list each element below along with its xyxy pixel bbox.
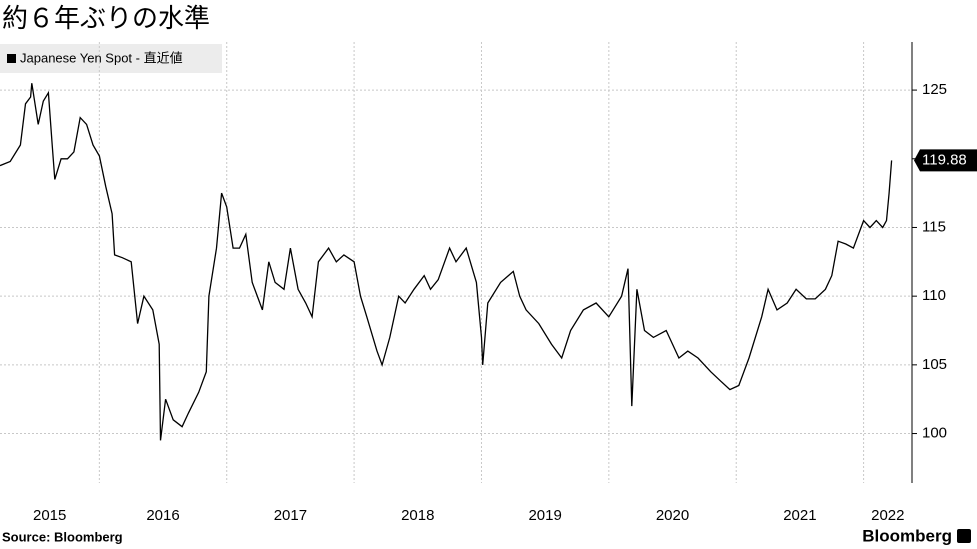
- x-tick-label: 2017: [274, 507, 307, 524]
- last-value-box: [914, 149, 977, 172]
- y-tick-label: 110: [922, 287, 946, 304]
- x-tick-label: 2016: [146, 507, 179, 524]
- last-value-label: 119.88: [922, 151, 967, 168]
- x-tick-label: 2021: [783, 507, 816, 524]
- logo-icon: [957, 529, 971, 543]
- last-value: 119.88: [914, 149, 977, 172]
- y-tick-label: 125: [922, 81, 947, 98]
- legend-label: Japanese Yen Spot - 直近値: [20, 50, 183, 65]
- y-tick-label: 100: [922, 425, 947, 442]
- y-tick-label: 115: [922, 218, 946, 235]
- x-tick-label: 2020: [656, 507, 689, 524]
- legend-swatch: [7, 54, 16, 63]
- x-tick-label: 2019: [528, 507, 561, 524]
- x-tick-label: 2022: [871, 507, 904, 524]
- source: Source: Bloomberg: [2, 529, 123, 544]
- x-tick-label: 2015: [33, 507, 66, 524]
- x-tick-label: 2018: [401, 507, 434, 524]
- price-line: [0, 83, 893, 441]
- logo: Bloomberg: [862, 526, 952, 545]
- chart-title: 約６年ぶりの水準: [2, 3, 210, 33]
- legend-box: [0, 44, 222, 73]
- y-tick-label: 105: [922, 356, 947, 373]
